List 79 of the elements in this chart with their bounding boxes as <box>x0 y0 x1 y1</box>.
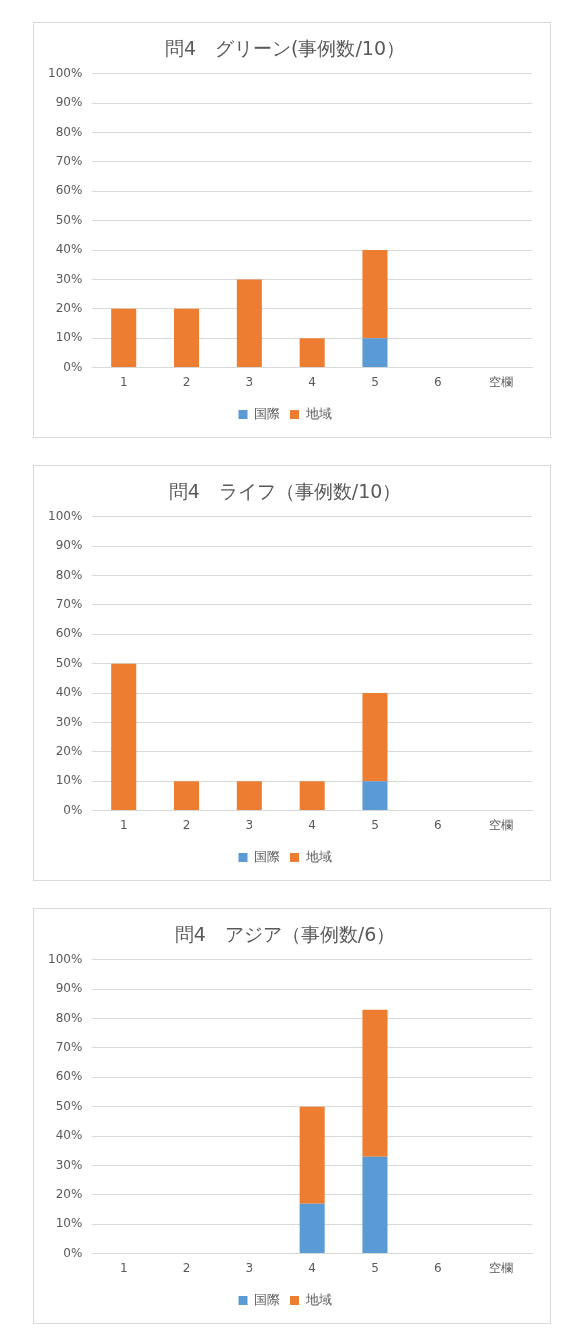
bar <box>174 781 200 811</box>
x-tick-label: 3 <box>245 817 254 832</box>
bar <box>362 1156 388 1254</box>
y-tick-label: 60% <box>55 1069 83 1084</box>
bar <box>362 693 388 782</box>
y-tick-label: 80% <box>55 567 83 582</box>
bar <box>362 338 388 368</box>
x-tick-label: 3 <box>245 374 254 389</box>
y-tick-label: 20% <box>55 743 83 758</box>
x-tick-label: 空欄 <box>488 374 513 389</box>
y-tick-label: 100% <box>47 508 83 523</box>
chart-title: 問4 アジア（事例数/6） <box>174 923 396 946</box>
y-tick-label: 30% <box>55 714 83 729</box>
y-tick-label: 50% <box>55 212 83 227</box>
x-tick-label: 6 <box>433 1260 442 1275</box>
x-tick-label: 1 <box>119 817 128 832</box>
y-tick-label: 70% <box>55 597 83 612</box>
chart-title: 問4 ライフ（事例数/10） <box>168 480 402 503</box>
y-tick-label: 90% <box>55 95 83 110</box>
x-tick-label: 6 <box>433 817 442 832</box>
y-tick-label: 50% <box>55 1098 83 1113</box>
y-tick-label: 30% <box>55 271 83 286</box>
bar <box>299 338 325 368</box>
legend-label: 地域 <box>304 1291 332 1307</box>
y-tick-label: 90% <box>55 538 83 553</box>
y-tick-label: 0% <box>63 1245 83 1260</box>
y-tick-label: 90% <box>55 981 83 996</box>
legend-label: 国際 <box>254 405 280 421</box>
x-tick-label: 1 <box>119 1260 128 1275</box>
y-tick-label: 50% <box>55 655 83 670</box>
bar <box>236 781 262 811</box>
y-tick-label: 70% <box>55 154 83 169</box>
chart-title: 問4 グリーン(事例数/10） <box>164 37 406 60</box>
bar <box>362 781 388 811</box>
bar <box>299 1203 325 1254</box>
y-tick-label: 0% <box>63 359 83 374</box>
x-tick-label: 6 <box>433 374 442 389</box>
x-tick-label: 2 <box>182 817 191 832</box>
x-tick-label: 空欄 <box>488 1260 513 1275</box>
x-tick-label: 4 <box>308 1260 316 1275</box>
legend-label: 地域 <box>304 405 332 421</box>
x-tick-label: 空欄 <box>488 817 513 832</box>
x-tick-label: 2 <box>182 1260 191 1275</box>
bar <box>299 781 325 811</box>
legend-label: 国際 <box>254 1291 280 1307</box>
y-tick-label: 100% <box>47 65 83 80</box>
x-tick-label: 1 <box>119 374 128 389</box>
y-tick-label: 40% <box>55 242 83 257</box>
y-tick-label: 70% <box>55 1040 83 1055</box>
bar <box>362 250 388 339</box>
y-tick-label: 60% <box>55 183 83 198</box>
bar <box>362 1009 388 1157</box>
y-tick-label: 30% <box>55 1157 83 1172</box>
y-tick-label: 10% <box>55 1216 83 1231</box>
x-tick-label: 4 <box>308 817 316 832</box>
x-tick-label: 5 <box>371 374 379 389</box>
y-tick-label: 20% <box>55 300 83 315</box>
x-tick-label: 4 <box>308 374 316 389</box>
x-tick-label: 5 <box>371 1260 379 1275</box>
y-tick-label: 0% <box>63 802 83 817</box>
bar <box>111 663 137 811</box>
y-tick-label: 10% <box>55 773 83 788</box>
y-tick-label: 80% <box>55 1010 83 1025</box>
y-tick-label: 100% <box>47 951 83 966</box>
x-tick-label: 2 <box>182 374 191 389</box>
bar <box>174 308 200 368</box>
bar <box>111 308 137 368</box>
y-tick-label: 20% <box>55 1186 83 1201</box>
y-tick-label: 10% <box>55 330 83 345</box>
y-tick-label: 60% <box>55 626 83 641</box>
y-tick-label: 80% <box>55 124 83 139</box>
y-tick-label: 40% <box>55 685 83 700</box>
bar <box>299 1106 325 1204</box>
y-tick-label: 40% <box>55 1128 83 1143</box>
bar <box>236 279 262 368</box>
x-tick-label: 5 <box>371 817 379 832</box>
x-tick-label: 3 <box>245 1260 254 1275</box>
legend-label: 国際 <box>254 848 280 864</box>
legend-label: 地域 <box>304 848 332 864</box>
